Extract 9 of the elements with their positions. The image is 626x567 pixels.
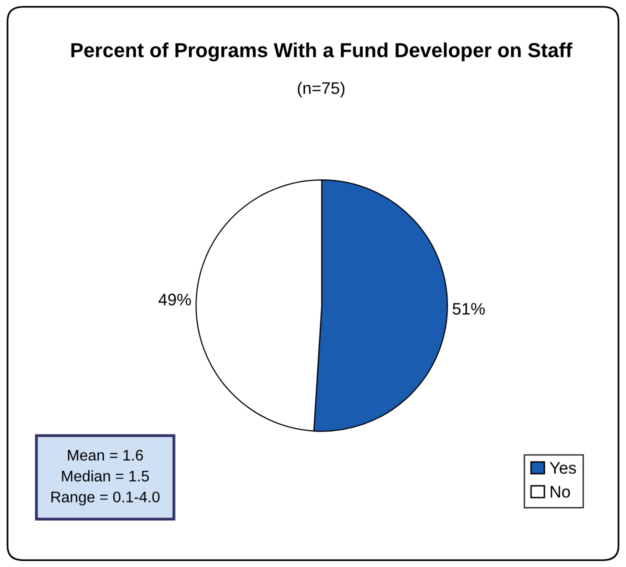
- chart-subtitle: (n=75): [298, 82, 344, 98]
- text: Median = 1.5: [62, 470, 149, 482]
- text: Range = 0.1-4.0: [51, 492, 160, 506]
- legend-label: No: [550, 486, 570, 498]
- data-label: 51%: [452, 302, 485, 315]
- legend-label: Yes: [550, 462, 576, 474]
- data-label: 49%: [158, 294, 191, 306]
- chart-title: Percent of Programs With a Fund Developer on Staff: [71, 42, 572, 62]
- text: Mean = 1.6: [68, 450, 143, 461]
